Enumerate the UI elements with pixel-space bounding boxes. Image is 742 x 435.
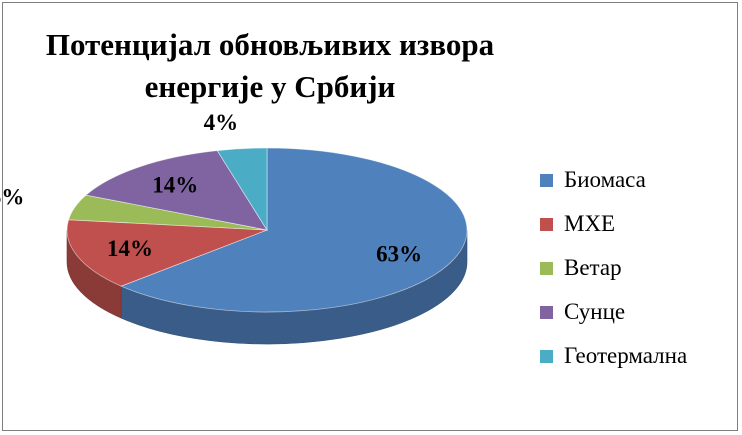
pie-slice-geothermal (216, 147, 268, 232)
legend-item-geothermal: Геотермална (540, 334, 730, 378)
pie-slices (66, 147, 468, 313)
legend-label-wind: Ветар (564, 255, 622, 280)
legend-swatch-geothermal (540, 349, 553, 363)
legend-label-biomass: Биомаса (564, 167, 646, 192)
legend-label-solar: Сунце (564, 299, 626, 324)
chart-title-line-2: енергије у Србији (144, 69, 396, 104)
pie-data-labels: 63% 14% 5% 14% 4% (0, 110, 422, 267)
legend-label-geothermal: Геотермална (564, 343, 688, 368)
legend-item-solar: Сунце (540, 290, 730, 334)
data-label-wind: 5% (0, 185, 24, 210)
legend-label-small-hydro: МХЕ (564, 211, 616, 236)
data-label-small-hydro: 14% (107, 236, 153, 261)
pie-slice-solar (85, 150, 268, 231)
data-label-geothermal: 4% (204, 110, 239, 135)
legend-item-wind: Ветар (540, 246, 730, 290)
legend-swatch-small-hydro (540, 217, 553, 231)
legend-item-biomass: Биомаса (540, 158, 730, 202)
pie-slice-biomass (120, 147, 468, 313)
pie-slice-small-hydro (66, 219, 268, 287)
chart-title: Потенцијал обновљивих извора енергије у … (0, 24, 540, 108)
legend-swatch-biomass (540, 173, 553, 187)
legend-swatch-wind (540, 261, 553, 275)
legend-swatch-solar (540, 305, 553, 319)
legend: Биомаса МХЕ Ветар Сунце Геотермална (540, 158, 730, 378)
legend-item-small-hydro: МХЕ (540, 202, 730, 246)
data-label-solar: 14% (152, 173, 198, 198)
data-label-biomass: 63% (376, 241, 422, 266)
chart-title-line-1: Потенцијал обновљивих извора (45, 27, 495, 62)
